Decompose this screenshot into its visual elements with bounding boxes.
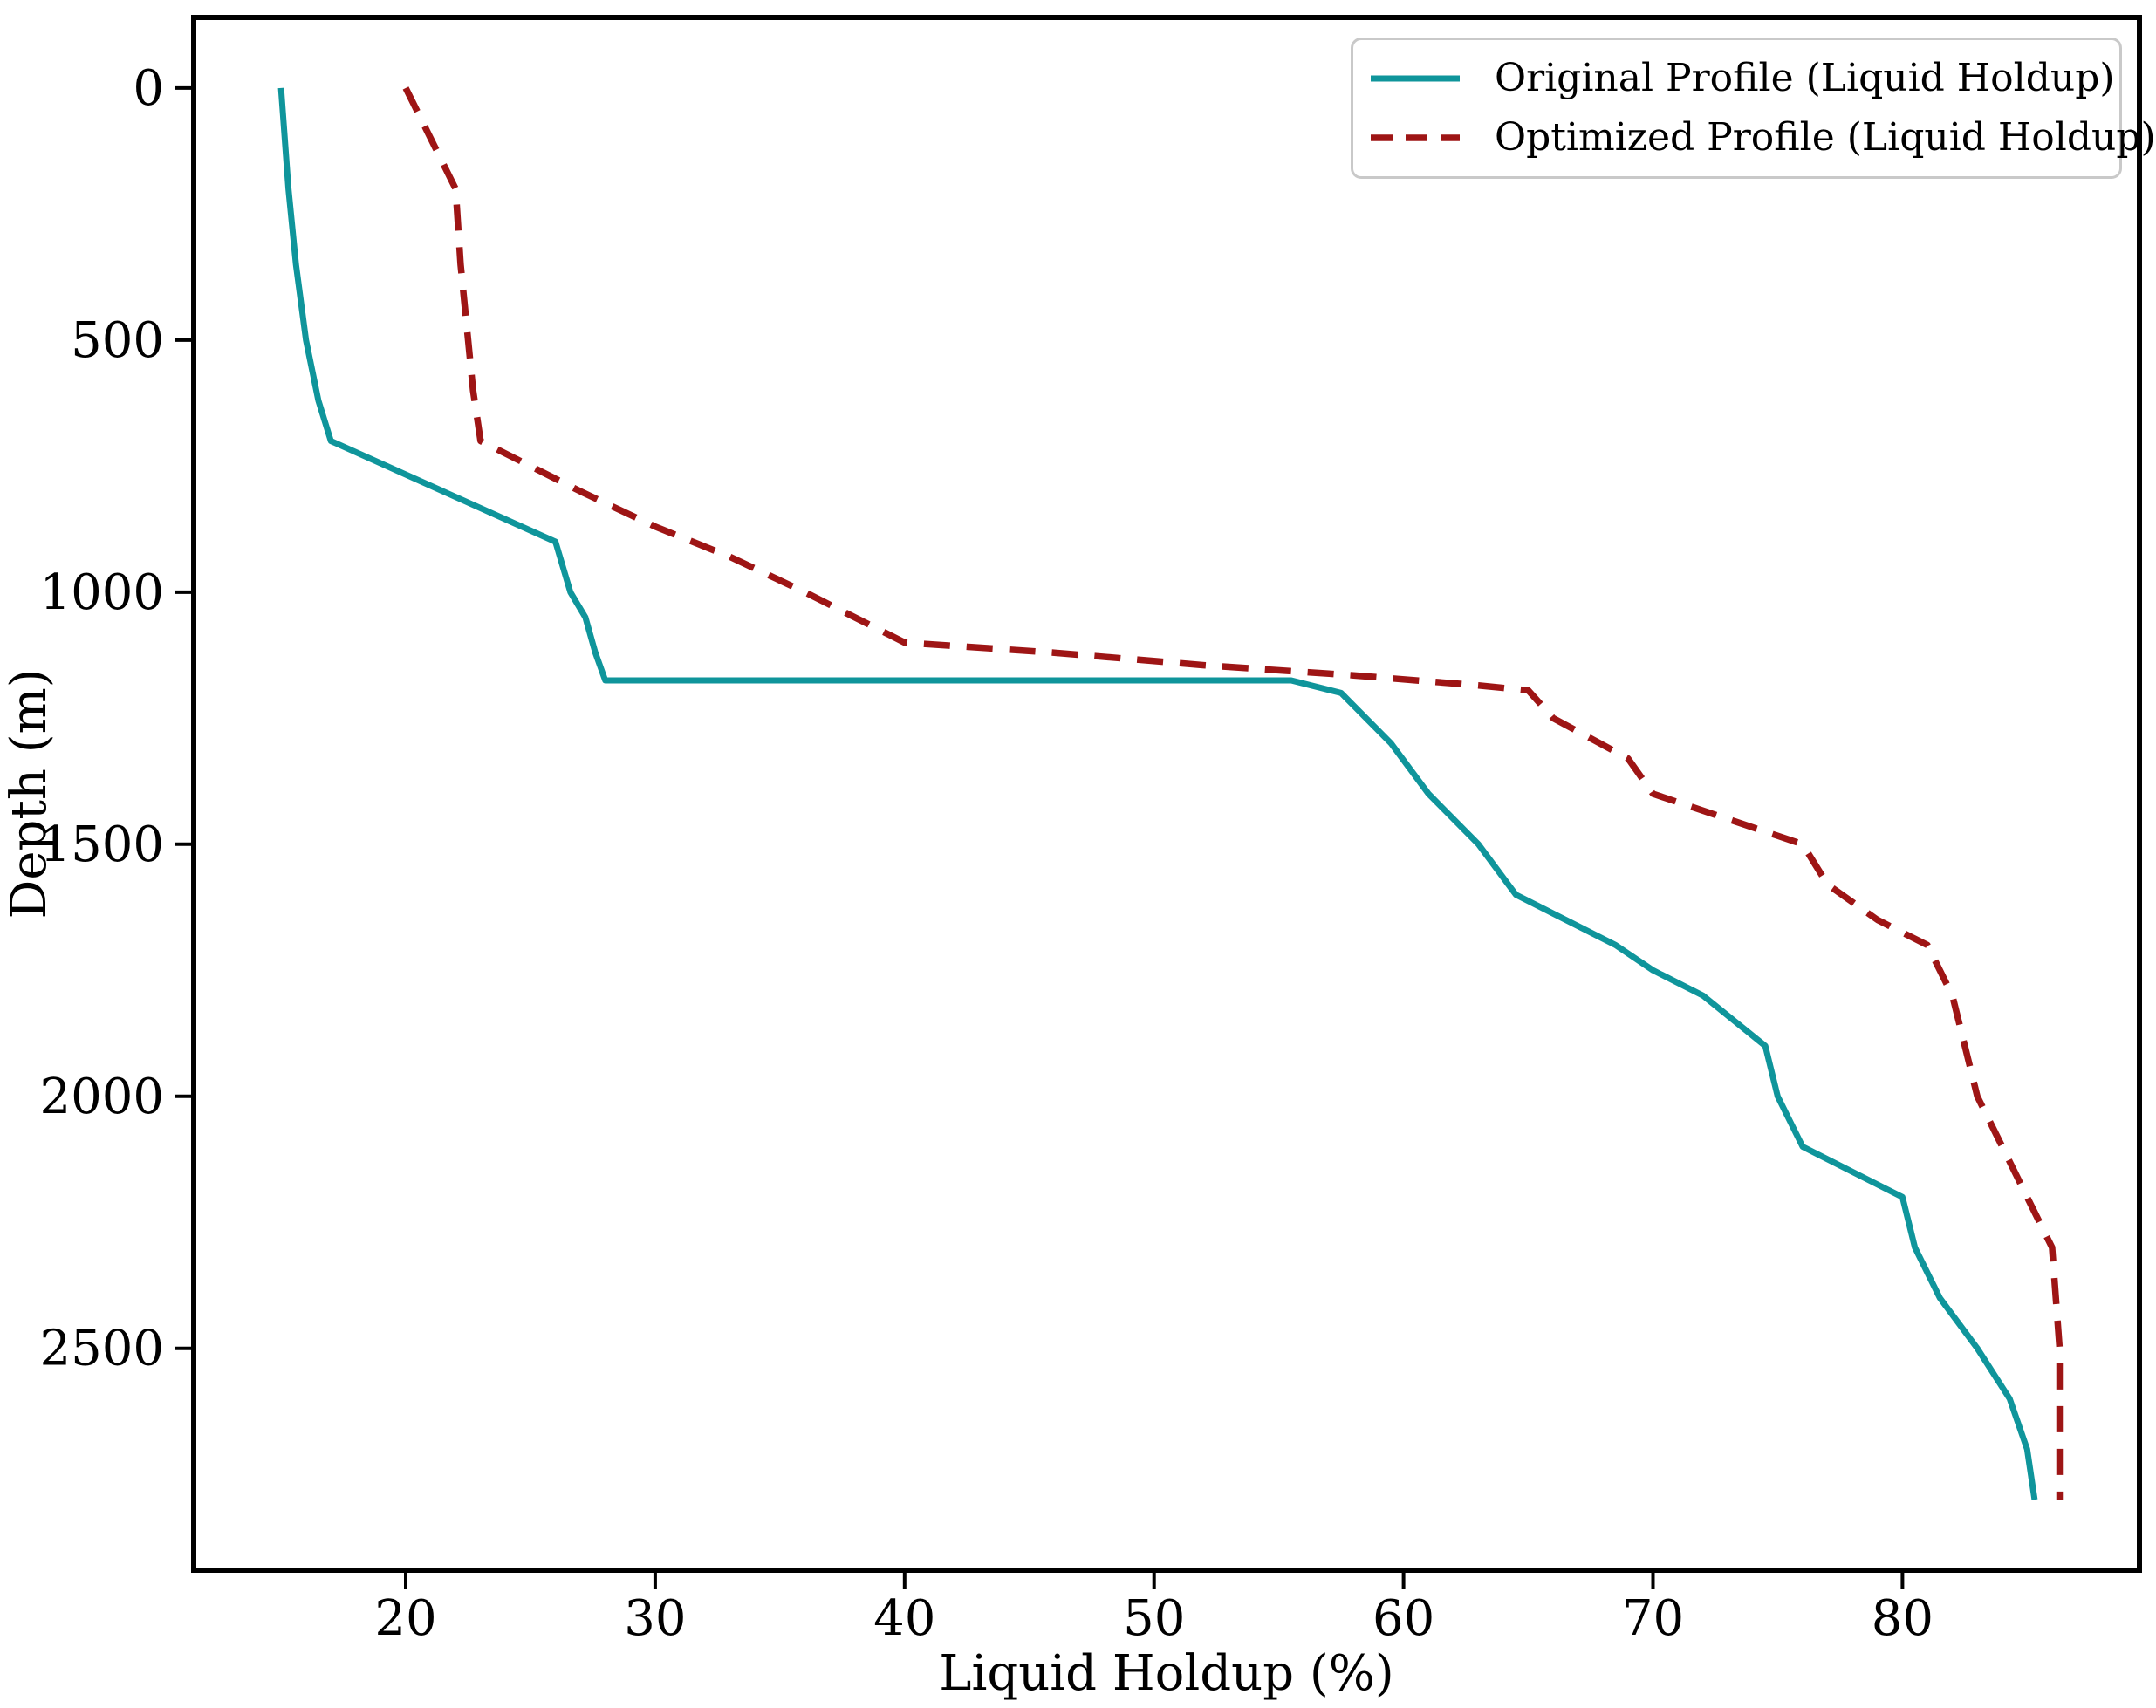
y-tick-label: 2500 xyxy=(39,1321,164,1377)
y-tick-label: 2000 xyxy=(39,1069,164,1125)
legend-line-original-icon xyxy=(1371,75,1460,82)
legend-label-optimized: Optimized Profile (Liquid Holdup) xyxy=(1495,114,2156,160)
x-tick-label: 30 xyxy=(624,1590,686,1647)
series-line-optimized xyxy=(402,86,2064,1500)
x-tick-label: 50 xyxy=(1123,1590,1185,1647)
legend-item-optimized: Optimized Profile (Liquid Holdup) xyxy=(1369,116,2156,159)
y-tick-label: 1000 xyxy=(39,564,164,621)
x-tick-label: 70 xyxy=(1622,1590,1684,1647)
legend-line-optimized-icon xyxy=(1371,134,1460,141)
series-line-original xyxy=(277,87,2038,1500)
y-tick-label: 500 xyxy=(71,312,164,369)
legend-item-original: Original Profile (Liquid Holdup) xyxy=(1369,57,2115,99)
x-tick-label: 60 xyxy=(1372,1590,1434,1647)
plot-frame xyxy=(191,15,2142,1573)
legend-label-original: Original Profile (Liquid Holdup) xyxy=(1495,55,2115,100)
x-tick-label: 80 xyxy=(1872,1590,1934,1647)
x-tick-label: 20 xyxy=(374,1590,436,1647)
x-tick-label: 40 xyxy=(873,1590,935,1647)
y-axis-label: Depth (m) xyxy=(1,668,58,919)
y-tick-label: 1500 xyxy=(39,816,164,873)
legend: Original Profile (Liquid Holdup) Optimiz… xyxy=(1351,38,2156,179)
x-axis-label: Liquid Holdup (%) xyxy=(939,1645,1394,1702)
y-tick-label: 0 xyxy=(133,60,164,117)
